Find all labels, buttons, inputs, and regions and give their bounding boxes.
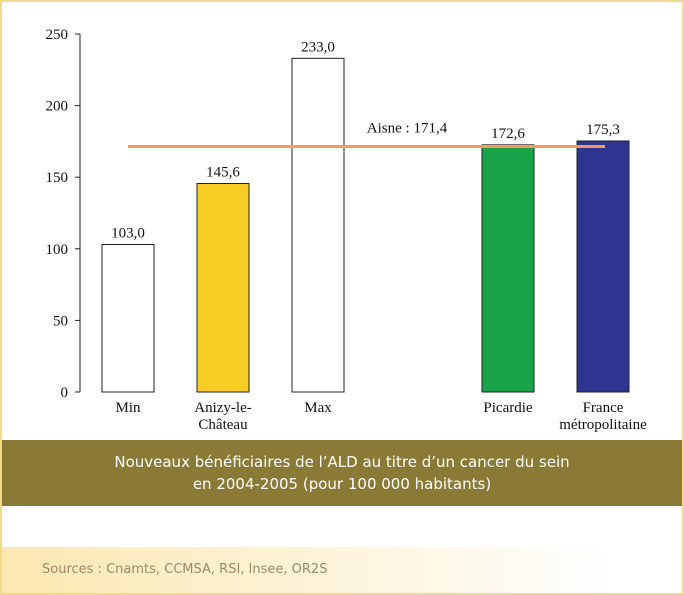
bar (196, 183, 250, 393)
title-band: Nouveaux bénéficiaires de l’ALD au titre… (2, 440, 682, 506)
y-tick-label: 250 (46, 27, 69, 43)
x-tick-label: France métropolitaine (559, 400, 647, 433)
chart: 0 50 100 150 200 250 103,0 145,6 233,0 172,6 175,3… (46, 27, 630, 401)
reference-label: Aisne : 171,4 (367, 121, 448, 137)
value-label: 175,3 (586, 122, 620, 138)
bar (481, 144, 535, 393)
y-tick-label: 50 (53, 313, 68, 329)
y-tick-label: 150 (46, 170, 69, 186)
value-label: 172,6 (491, 126, 525, 142)
x-tick-label: Min (115, 400, 141, 416)
y-tick-label: 100 (46, 242, 69, 258)
y-tick-label: 0 (61, 385, 69, 401)
value-label: 233,0 (301, 39, 335, 55)
value-label: 145,6 (206, 165, 240, 181)
x-tick-label: Anizy-le-Château (194, 400, 252, 433)
value-label: 103,0 (111, 226, 145, 242)
x-tick-label: Picardie (483, 400, 533, 416)
bar (101, 244, 155, 393)
y-tick-label: 200 (46, 99, 69, 115)
bar (576, 140, 630, 393)
bar (291, 57, 345, 393)
x-tick-label: Max (304, 400, 332, 416)
title-line: en 2004-2005 (pour 100 000 habitants) (192, 475, 492, 493)
title-line: Nouveaux bénéficiaires de l’ALD au titre… (114, 453, 570, 471)
source: Sources : Cnamts, CCMSA, RSI, Insee, OR2… (2, 547, 682, 593)
